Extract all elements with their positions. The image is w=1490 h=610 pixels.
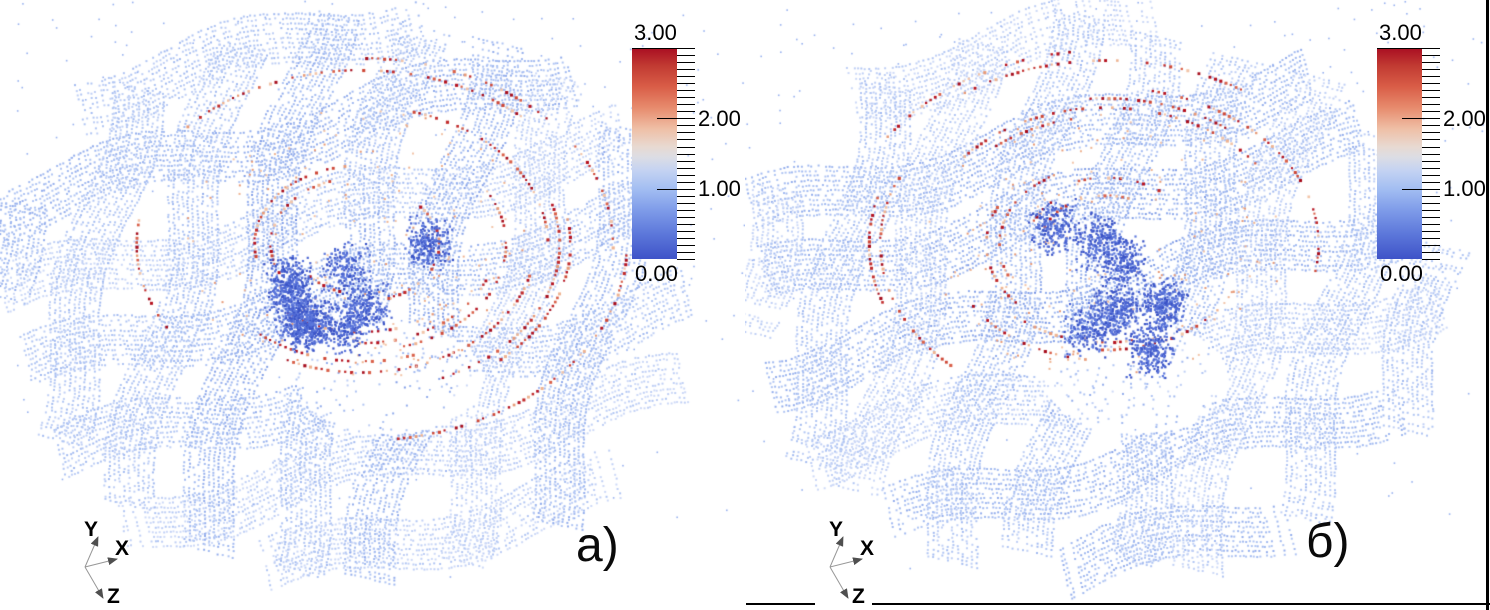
colorbar-tick <box>1422 174 1440 176</box>
colorbar-tick <box>677 97 695 99</box>
colorbar-tick <box>657 118 695 120</box>
axis-triad-a: Y X Z <box>84 518 129 608</box>
bottom-border-segment-1 <box>746 603 815 605</box>
colorbar-tick <box>1422 104 1440 106</box>
panel-label-a: а) <box>576 519 619 572</box>
colorbar-tick <box>677 237 695 239</box>
axis-triad-b: Y X Z <box>829 518 874 608</box>
z-axis-arrow <box>84 566 104 599</box>
colorbar-tick <box>677 76 695 78</box>
colorbar-tick <box>1422 167 1440 169</box>
y-axis-arrow <box>84 536 99 568</box>
colorbar-tick <box>677 111 695 113</box>
colorbar-tick <box>1422 153 1440 155</box>
colorbar-b-ticks <box>1377 18 1490 300</box>
y-axis-label: Y <box>829 518 843 541</box>
point-cloud-panel-a <box>0 0 745 610</box>
colorbar-b-max-label: 3.00 <box>1379 20 1422 45</box>
colorbar-tick <box>677 252 695 253</box>
point-cloud-panel-b <box>745 0 1490 610</box>
colorbar-tick <box>677 223 695 225</box>
colorbar-tick <box>677 230 695 232</box>
colorbar-tick <box>677 160 695 162</box>
z-axis-arrow <box>829 566 849 599</box>
colorbar-tick <box>677 244 695 246</box>
colorbar-tick <box>1422 202 1440 204</box>
colorbar-tick <box>1422 195 1440 197</box>
colorbar-tick <box>1402 118 1440 120</box>
colorbar-tick <box>1422 230 1440 232</box>
colorbar-tick <box>677 259 695 260</box>
colorbar-tick <box>677 195 695 197</box>
colorbar-tick <box>1422 55 1440 56</box>
colorbar-b-min-label: 0.00 <box>1380 261 1423 286</box>
colorbar-tick <box>677 181 695 183</box>
colorbar-tick <box>1402 188 1440 190</box>
bottom-border-segment-2 <box>872 603 1490 605</box>
y-axis-label: Y <box>84 518 98 541</box>
colorbar-b-label-2: 2.00 <box>1443 106 1486 131</box>
colorbar-tick <box>1422 244 1440 246</box>
colorbar-tick <box>1422 111 1440 113</box>
colorbar-tick <box>677 104 695 106</box>
colorbar-a-label-2: 2.00 <box>698 106 741 131</box>
colorbar-tick <box>1377 48 1440 49</box>
colorbar-b-gradient <box>1377 48 1422 259</box>
colorbar-a-ticks <box>632 18 767 300</box>
colorbar-tick <box>1422 90 1440 92</box>
colorbar-tick <box>677 132 695 134</box>
colorbar-tick <box>677 216 695 218</box>
colorbar-tick <box>1422 132 1440 134</box>
colorbar-tick <box>1422 125 1440 127</box>
colorbar-tick <box>1422 237 1440 239</box>
colorbar-tick <box>1422 259 1440 260</box>
colorbar-tick <box>1422 160 1440 162</box>
panel-label-b: б) <box>1306 515 1350 568</box>
colorbar-tick <box>632 48 695 49</box>
colorbar-a-min-label: 0.00 <box>635 261 678 286</box>
colorbar-tick <box>677 62 695 64</box>
colorbar-a-gradient <box>632 48 677 259</box>
colorbar-tick <box>677 125 695 127</box>
colorbar-tick <box>677 90 695 92</box>
colorbar-b-label-1: 1.00 <box>1443 176 1486 201</box>
colorbar-tick <box>1422 69 1440 71</box>
colorbar-tick <box>1422 139 1440 141</box>
colorbar-tick <box>1422 76 1440 78</box>
colorbar-tick <box>677 83 695 85</box>
x-axis-arrow <box>829 557 863 568</box>
colorbar-a: 3.00 2.00 1.00 0.00 <box>632 18 767 300</box>
x-axis-label: X <box>115 537 129 560</box>
colorbar-b: 3.00 2.00 1.00 0.00 <box>1377 18 1490 300</box>
colorbar-a-label-1: 1.00 <box>698 176 741 201</box>
colorbar-tick <box>677 69 695 71</box>
colorbar-tick <box>1422 216 1440 218</box>
colorbar-tick <box>677 167 695 169</box>
z-axis-label: Z <box>107 585 120 608</box>
colorbar-tick <box>677 202 695 204</box>
z-axis-label: Z <box>852 585 865 608</box>
colorbar-tick <box>677 139 695 141</box>
colorbar-tick <box>1422 209 1440 211</box>
colorbar-tick <box>677 146 695 148</box>
colorbar-tick <box>677 153 695 155</box>
colorbar-tick <box>1422 83 1440 85</box>
x-axis-arrow <box>84 557 118 568</box>
colorbar-tick <box>677 55 695 56</box>
right-border <box>1486 0 1489 610</box>
colorbar-tick <box>1422 62 1440 64</box>
colorbar-tick <box>1422 146 1440 148</box>
colorbar-tick <box>657 188 695 190</box>
colorbar-tick <box>1422 252 1440 253</box>
x-axis-label: X <box>860 537 874 560</box>
colorbar-a-max-label: 3.00 <box>634 20 677 45</box>
colorbar-tick <box>1422 181 1440 183</box>
y-axis-arrow <box>829 536 844 568</box>
colorbar-tick <box>1422 223 1440 225</box>
colorbar-tick <box>677 209 695 211</box>
colorbar-tick <box>677 174 695 176</box>
colorbar-tick <box>1422 97 1440 99</box>
